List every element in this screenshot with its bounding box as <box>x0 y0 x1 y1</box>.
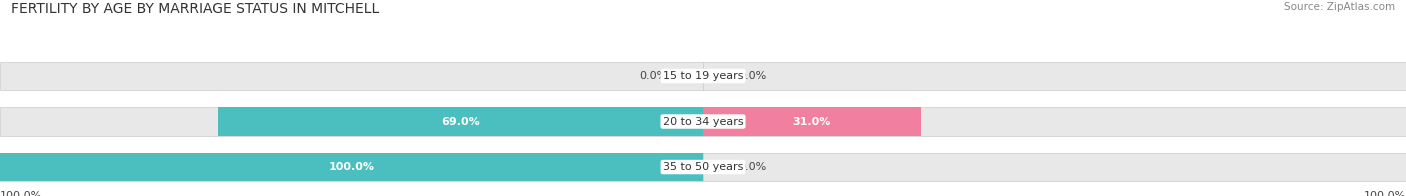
Text: 100.0%: 100.0% <box>0 191 42 196</box>
Text: FERTILITY BY AGE BY MARRIAGE STATUS IN MITCHELL: FERTILITY BY AGE BY MARRIAGE STATUS IN M… <box>11 2 380 16</box>
Bar <box>0 153 703 181</box>
Bar <box>218 107 703 136</box>
Text: 31.0%: 31.0% <box>793 116 831 127</box>
Bar <box>703 107 1406 136</box>
Text: 35 to 50 years: 35 to 50 years <box>662 162 744 172</box>
Text: 20 to 34 years: 20 to 34 years <box>662 116 744 127</box>
Bar <box>703 107 921 136</box>
Text: 69.0%: 69.0% <box>441 116 479 127</box>
Text: 100.0%: 100.0% <box>1364 191 1406 196</box>
Bar <box>0 107 703 136</box>
Bar <box>0 62 703 90</box>
Bar <box>0 153 703 181</box>
Bar <box>703 153 1406 181</box>
Text: 0.0%: 0.0% <box>738 71 766 81</box>
Text: 100.0%: 100.0% <box>329 162 374 172</box>
Bar <box>703 62 1406 90</box>
Text: 0.0%: 0.0% <box>640 71 668 81</box>
Text: Source: ZipAtlas.com: Source: ZipAtlas.com <box>1284 2 1395 12</box>
Text: 15 to 19 years: 15 to 19 years <box>662 71 744 81</box>
Text: 0.0%: 0.0% <box>738 162 766 172</box>
